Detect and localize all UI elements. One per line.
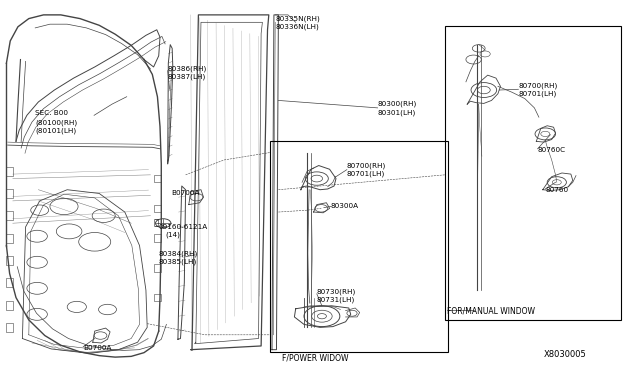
Bar — [6, 278, 13, 287]
Text: 80731(LH): 80731(LH) — [317, 297, 355, 304]
Text: 80700(RH): 80700(RH) — [518, 82, 557, 89]
Text: 80335N(RH): 80335N(RH) — [275, 15, 320, 22]
Text: FOR/MANUAL WINDOW: FOR/MANUAL WINDOW — [447, 306, 535, 315]
Bar — [445, 26, 621, 320]
Bar — [154, 234, 161, 242]
Text: 80301(LH): 80301(LH) — [378, 109, 416, 116]
Bar — [6, 211, 13, 220]
Text: 80384(RH): 80384(RH) — [159, 250, 198, 257]
Bar — [6, 301, 13, 310]
Bar — [6, 167, 13, 176]
Text: 80701(LH): 80701(LH) — [518, 90, 557, 97]
Bar — [154, 294, 161, 301]
Bar — [154, 175, 161, 182]
Text: B0700A: B0700A — [172, 190, 200, 196]
Text: SEC. B00: SEC. B00 — [35, 110, 68, 116]
Text: Ⓢ: Ⓢ — [154, 219, 159, 228]
Text: 80730(RH): 80730(RH) — [317, 289, 356, 295]
Text: X8030005: X8030005 — [544, 350, 587, 359]
Text: 80701(LH): 80701(LH) — [347, 170, 385, 177]
Text: F/POWER WIDOW: F/POWER WIDOW — [282, 353, 348, 362]
Text: 80760C: 80760C — [538, 147, 566, 153]
Text: 80300(RH): 80300(RH) — [378, 101, 417, 108]
Bar — [6, 323, 13, 332]
Text: 80700(RH): 80700(RH) — [347, 162, 386, 169]
Text: (80101(LH): (80101(LH) — [35, 128, 76, 134]
Bar — [154, 205, 161, 212]
Text: 80386(RH): 80386(RH) — [168, 65, 207, 72]
Bar — [6, 189, 13, 198]
Bar — [6, 234, 13, 243]
Bar — [154, 264, 161, 272]
Text: 80385(LH): 80385(LH) — [159, 259, 197, 265]
Text: (14): (14) — [165, 232, 180, 238]
Text: (80100(RH): (80100(RH) — [35, 119, 77, 126]
Bar — [6, 256, 13, 265]
Bar — [270, 141, 448, 352]
Text: B0700A: B0700A — [83, 345, 112, 351]
Text: 80760: 80760 — [545, 187, 568, 193]
Text: 80387(LH): 80387(LH) — [168, 74, 206, 80]
Text: 80300A: 80300A — [331, 203, 359, 209]
Text: 80336N(LH): 80336N(LH) — [275, 23, 319, 30]
Text: 09160-6121A: 09160-6121A — [159, 224, 208, 230]
